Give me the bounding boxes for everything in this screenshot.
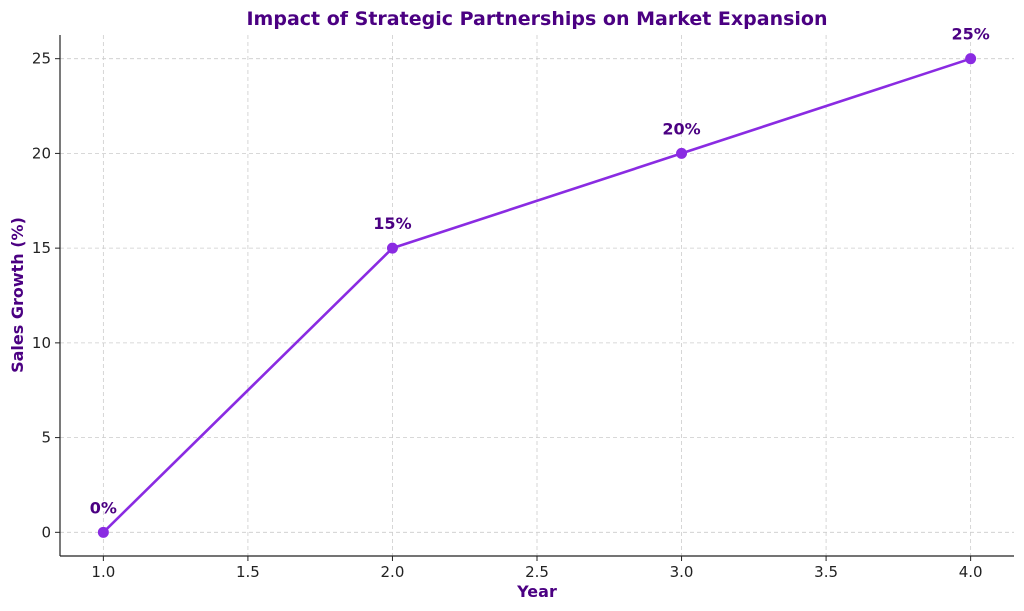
data-point [97, 526, 109, 538]
y-tick-label: 25 [32, 50, 51, 68]
y-tick-label: 10 [32, 334, 51, 352]
data-label: 25% [951, 25, 989, 44]
x-tick-label: 1.5 [236, 563, 260, 581]
x-tick-label: 2.0 [381, 563, 405, 581]
y-axis-label: Sales Growth (%) [8, 217, 27, 373]
x-tick-label: 3.0 [670, 563, 694, 581]
chart-title: Impact of Strategic Partnerships on Mark… [246, 8, 827, 30]
y-tick-label: 0 [41, 523, 51, 541]
tick-labels: 1.0 1.5 2.0 2.5 3.0 3.5 4.0 0 5 10 15 20 25 [32, 50, 983, 581]
grid [60, 35, 1014, 556]
data-label: 20% [662, 119, 700, 138]
x-axis-label: Year [516, 582, 557, 601]
x-tick-label: 2.5 [525, 563, 549, 581]
data-point [386, 242, 398, 254]
data-label: 15% [373, 214, 411, 233]
data-point [965, 53, 977, 65]
x-tick-label: 3.5 [814, 563, 838, 581]
data-label: 0% [90, 498, 117, 517]
series-group: 0% 15% 20% 25% [90, 25, 990, 538]
y-tick-label: 5 [41, 429, 51, 447]
y-tick-label: 20 [32, 144, 51, 162]
data-point [676, 147, 688, 159]
x-tick-label: 1.0 [91, 563, 115, 581]
series-line [102, 57, 972, 534]
x-tick-label: 4.0 [959, 563, 983, 581]
y-tick-label: 15 [32, 239, 51, 257]
